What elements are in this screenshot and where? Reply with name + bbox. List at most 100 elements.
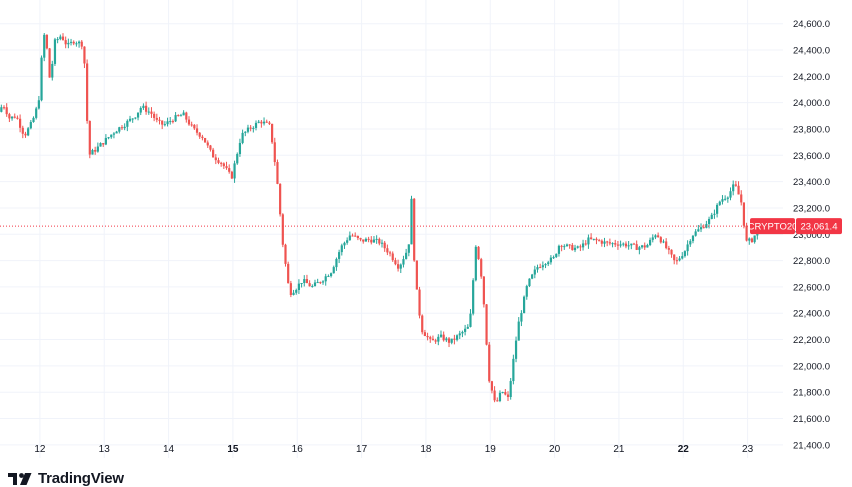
candle-body	[600, 240, 603, 244]
candle-body	[198, 132, 201, 137]
candle-body	[131, 118, 134, 120]
candle-body	[581, 243, 585, 248]
candle-body	[35, 108, 38, 118]
candle-body	[305, 279, 309, 284]
candle-body	[646, 245, 649, 248]
candle-body	[112, 133, 116, 135]
last-price-value: 23,061.4	[801, 222, 838, 233]
y-tick-label: 22,200.0	[793, 335, 830, 346]
candle-body	[429, 337, 432, 339]
candle-body	[150, 111, 153, 114]
candle-body	[102, 143, 105, 145]
candle-body	[72, 41, 75, 44]
candle-body	[659, 237, 662, 243]
candle-body	[544, 264, 547, 266]
candle-body	[678, 258, 681, 261]
candle-body	[126, 120, 129, 127]
candle-body	[383, 242, 386, 249]
candle-body	[8, 114, 11, 119]
candle-body	[421, 315, 424, 333]
candle-body	[415, 260, 418, 290]
x-tick-label: 19	[485, 444, 497, 455]
candle-body	[110, 134, 113, 138]
candle-body	[632, 243, 636, 245]
candle-body	[407, 244, 410, 253]
candle-body	[528, 278, 531, 287]
candle-body	[496, 400, 499, 402]
candle-body	[498, 392, 502, 402]
candle-body	[541, 265, 544, 268]
candle-body	[423, 332, 427, 336]
candle-body	[177, 115, 180, 117]
candle-body	[169, 121, 172, 123]
candle-body	[694, 231, 697, 236]
candle-body	[469, 313, 472, 327]
candle-body	[13, 116, 16, 118]
candle-body	[670, 249, 673, 255]
candle-body	[517, 321, 520, 341]
candle-body	[512, 358, 515, 382]
candle-body	[134, 117, 137, 119]
candle-body	[94, 150, 97, 152]
candle-body	[155, 117, 158, 120]
candle-body	[24, 133, 27, 136]
y-tick-label: 23,200.0	[793, 203, 830, 214]
candle-body	[391, 253, 394, 261]
candle-body	[279, 183, 282, 215]
candle-body	[370, 239, 373, 243]
candle-body	[292, 292, 295, 295]
candle-body	[724, 198, 727, 200]
candle-body	[713, 213, 716, 215]
candle-body	[348, 235, 351, 241]
candle-body	[721, 199, 724, 202]
candle-body	[56, 39, 59, 41]
candle-body	[691, 235, 695, 242]
x-tick-label: 18	[420, 444, 432, 455]
candle-body	[254, 122, 258, 128]
candle-body	[53, 39, 57, 64]
candle-body	[627, 245, 630, 247]
candle-body	[359, 238, 362, 240]
candle-body	[442, 334, 445, 341]
candle-body	[742, 202, 746, 226]
candle-body	[367, 238, 370, 240]
candle-body	[10, 116, 14, 119]
candle-body	[455, 335, 459, 340]
candle-body	[657, 235, 660, 238]
candle-body	[80, 41, 83, 47]
candle-body	[153, 113, 156, 118]
candle-body	[619, 244, 622, 246]
candle-body	[300, 283, 303, 285]
candle-body	[488, 344, 491, 382]
candle-body	[563, 246, 566, 248]
candle-body	[472, 280, 475, 314]
candle-body	[380, 242, 384, 244]
candle-body	[212, 149, 215, 158]
candle-body	[249, 127, 252, 129]
candle-body	[236, 154, 239, 164]
candle-body	[737, 185, 740, 195]
candle-body	[96, 146, 99, 152]
candle-body	[616, 244, 620, 246]
candle-body	[520, 313, 523, 322]
candle-body	[220, 162, 223, 164]
candle-body	[281, 214, 284, 245]
candle-body	[514, 340, 518, 359]
candle-body	[91, 150, 94, 155]
candle-body	[683, 251, 687, 257]
x-tick-label: 20	[549, 444, 561, 455]
candle-body	[579, 246, 582, 248]
y-tick-label: 23,800.0	[793, 124, 830, 135]
x-tick-label: 22	[678, 444, 690, 455]
tradingview-logo[interactable]: TradingView	[8, 470, 124, 487]
candle-body	[477, 246, 480, 260]
last-price-label: CRYPTO20 23,061.4	[748, 218, 842, 235]
candle-body	[187, 119, 191, 125]
candle-body	[480, 259, 483, 277]
candle-body	[327, 276, 330, 278]
candle-body	[453, 338, 456, 340]
candle-body	[699, 227, 703, 230]
y-tick-label: 23,000.0	[793, 230, 830, 241]
candle-body	[539, 267, 542, 269]
